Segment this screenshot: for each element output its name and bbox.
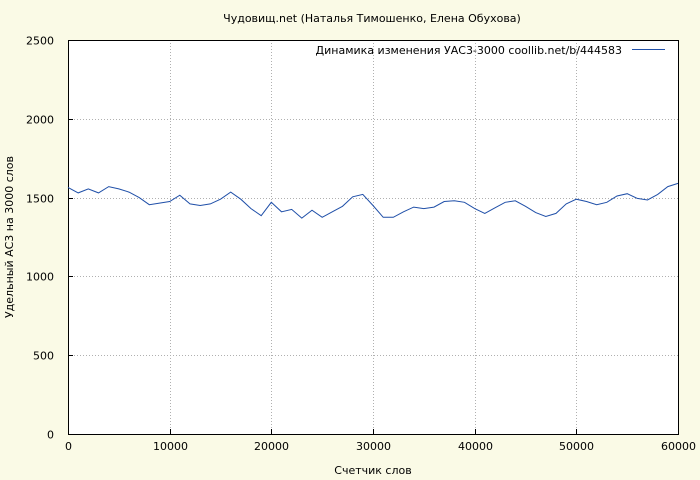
plot-area — [68, 40, 678, 434]
y-tick-label: 1000 — [26, 271, 54, 284]
legend-label: Динамика изменения УАС3-3000 coollib.net… — [316, 44, 622, 57]
x-tick-label: 50000 — [559, 440, 594, 453]
x-tick-label: 10000 — [153, 440, 188, 453]
y-tick-label: 0 — [47, 429, 54, 442]
legend: Динамика изменения УАС3-3000 coollib.net… — [316, 44, 665, 57]
y-tick-label: 2500 — [26, 35, 54, 48]
chart-title: Чудовищ.net (Наталья Тимошенко, Елена Об… — [223, 12, 521, 25]
x-axis: 0 10000 20000 30000 40000 50000 60000 — [65, 429, 696, 453]
y-tick-label: 500 — [33, 350, 54, 363]
x-tick-label: 60000 — [661, 440, 696, 453]
y-axis: 0 500 1000 1500 2000 2500 — [26, 35, 73, 442]
y-tick-label: 2000 — [26, 114, 54, 127]
series-line — [67, 182, 679, 219]
x-tick-label: 40000 — [458, 440, 493, 453]
x-axis-label: Счетчик слов — [334, 464, 411, 477]
x-tick-label: 0 — [65, 440, 72, 453]
y-axis-label: Удельный АС3 на 3000 слов — [3, 156, 16, 318]
y-tick-label: 1500 — [26, 193, 54, 206]
plot-frame — [68, 40, 679, 435]
x-tick-label: 20000 — [254, 440, 289, 453]
x-tick-label: 30000 — [356, 440, 391, 453]
